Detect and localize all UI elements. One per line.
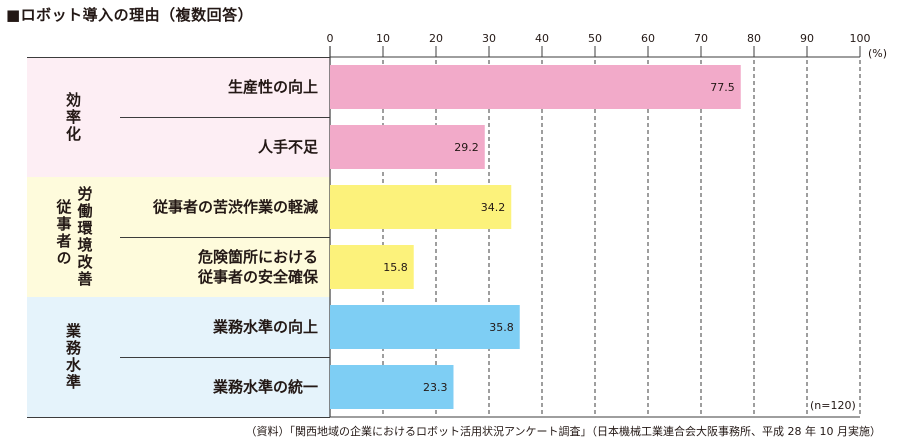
group-label-text: 業務水準 [64,323,82,391]
data-label: 35.8 [489,321,514,334]
item-separator [120,357,330,358]
x-tick-label: 60 [641,32,655,45]
group-label: 従事者の 労働環境改善 [27,177,120,297]
bar [330,65,741,109]
data-label: 15.8 [383,261,408,274]
bar [330,245,414,289]
bar [330,365,454,409]
x-tick-label: 0 [327,32,334,45]
bar [330,125,485,169]
x-tick-label: 40 [535,32,549,45]
source-note: （資料）「関西地域の企業におけるロボット活用状況アンケート調査」（日本機械工業連… [245,425,881,438]
unit-label: (%) [868,47,888,60]
panel-top-border [27,57,330,58]
category-label: 危険箇所における 従事者の安全確保 [197,248,318,286]
group-label-text: 労働環境改善 [75,186,94,288]
chart-title: ■ロボット導入の理由（複数回答） [6,6,254,24]
x-tick-label: 100 [850,32,871,45]
category-label: 人手不足 [257,138,318,156]
group-label: 業務水準 [27,297,120,417]
x-tick-label: 80 [747,32,761,45]
group-label: 効率化 [27,57,120,177]
sample-size-label: (n=120) [810,399,856,412]
group-label-text: 効率化 [64,91,82,143]
panel-bottom-border [27,417,330,418]
item-separator [120,117,330,118]
bar [330,305,520,349]
category-label: 生産性の向上 [227,78,318,96]
data-label: 23.3 [423,381,448,394]
data-label: 29.2 [454,141,479,154]
data-label: 34.2 [481,201,506,214]
item-separator [120,237,330,238]
category-label: 業務水準の向上 [212,318,318,336]
x-tick-label: 30 [482,32,496,45]
group-sublabel-text: 従事者の [54,199,73,267]
bar [330,185,512,229]
x-tick-label: 10 [376,32,390,45]
category-label: 従事者の苦渋作業の軽減 [152,198,318,216]
data-label: 77.5 [710,81,735,94]
x-tick-label: 90 [800,32,814,45]
x-tick-label: 70 [694,32,708,45]
x-tick-label: 50 [588,32,602,45]
x-tick-label: 20 [429,32,443,45]
category-label: 業務水準の統一 [212,378,318,396]
